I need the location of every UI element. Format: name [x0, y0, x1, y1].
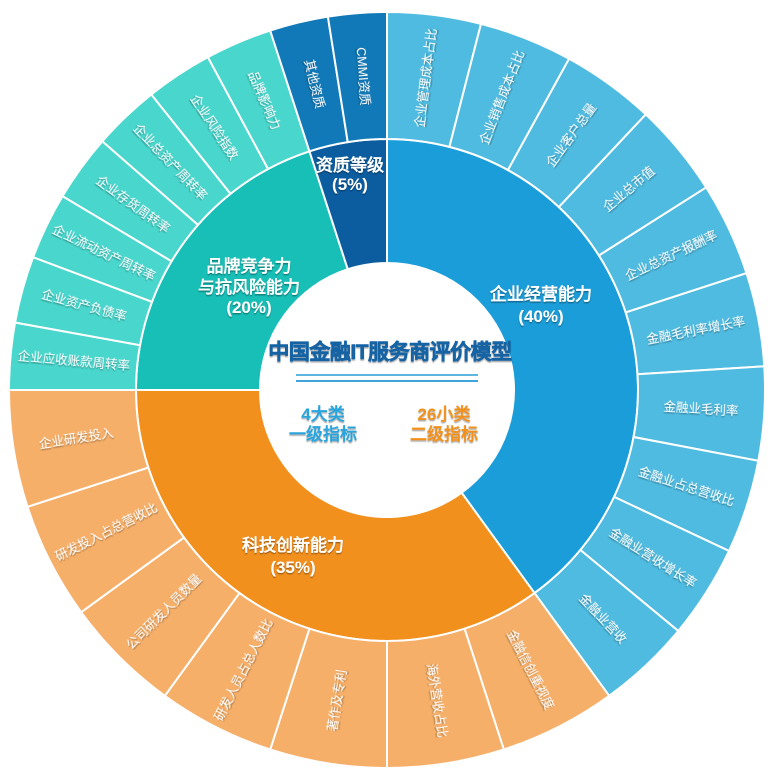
svg-text:中国金融IT服务商评价模型: 中国金融IT服务商评价模型: [268, 340, 512, 364]
svg-text:一级指标: 一级指标: [289, 424, 357, 444]
svg-text:4大类: 4大类: [301, 404, 345, 424]
svg-text:资质等级: 资质等级: [316, 155, 384, 175]
svg-text:(35%): (35%): [270, 558, 315, 577]
svg-text:(40%): (40%): [518, 307, 563, 326]
svg-text:企业经营能力: 企业经营能力: [489, 284, 592, 304]
svg-text:(20%): (20%): [226, 298, 271, 317]
svg-text:品牌竞争力: 品牌竞争力: [207, 256, 292, 276]
svg-text:二级指标: 二级指标: [410, 424, 478, 444]
svg-text:科技创新能力: 科技创新能力: [242, 535, 344, 555]
svg-text:26小类: 26小类: [418, 404, 472, 424]
svg-text:(5%): (5%): [332, 175, 368, 194]
svg-text:与抗风险能力: 与抗风险能力: [198, 277, 300, 297]
